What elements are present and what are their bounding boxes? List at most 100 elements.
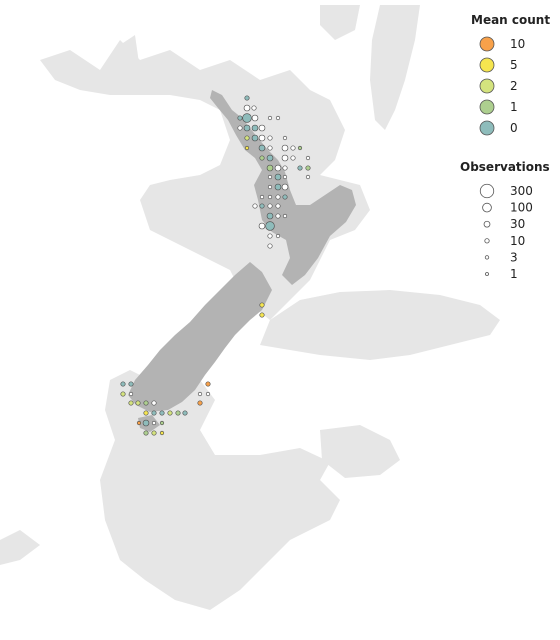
observation-point (305, 165, 311, 171)
observation-point (281, 144, 289, 152)
observation-point (244, 135, 250, 141)
observation-point (259, 203, 265, 209)
observation-point (267, 145, 273, 151)
observation-point (282, 165, 288, 171)
observation-point (142, 419, 150, 427)
shelf-north (40, 40, 370, 320)
observation-point (267, 243, 273, 249)
observation-point (275, 203, 281, 209)
observation-point (297, 165, 303, 171)
observation-point (159, 420, 165, 426)
legend-color-swatch (479, 120, 495, 136)
observation-point (251, 134, 259, 142)
legend-size-swatch (484, 238, 490, 244)
observation-point (267, 194, 273, 200)
legend-size-label: 3 (510, 250, 518, 264)
observation-point (282, 174, 288, 180)
observation-point (267, 135, 273, 141)
legend-size-label: 1 (510, 267, 518, 281)
observation-point (305, 174, 311, 180)
observation-point (275, 115, 281, 121)
legend-size-label: 300 (510, 184, 533, 198)
observation-point (244, 95, 250, 101)
shelf-far-north (320, 5, 360, 40)
observation-point (266, 164, 274, 172)
shelf-south (100, 370, 340, 610)
observation-point (281, 154, 289, 162)
observation-point (167, 410, 173, 416)
observation-point (135, 400, 141, 406)
observation-point (151, 420, 157, 426)
observation-point (251, 105, 257, 111)
observation-point (243, 124, 251, 132)
observation-point (258, 222, 266, 230)
legend-color-swatch (479, 57, 495, 73)
observation-point (275, 213, 281, 219)
observation-point (267, 203, 273, 209)
observation-point (205, 391, 211, 397)
observation-point (267, 184, 273, 190)
legend-size-swatch (485, 272, 489, 276)
observation-point (274, 183, 282, 191)
observation-point (151, 400, 157, 406)
observation-points (120, 95, 311, 436)
observation-point (242, 113, 252, 123)
legend-size-swatch (483, 220, 491, 228)
observation-point (136, 420, 142, 426)
observation-point (120, 391, 126, 397)
observation-point (259, 194, 265, 200)
observation-point (274, 164, 282, 172)
legend-observations-title: Observations (460, 160, 550, 174)
observation-point (197, 400, 203, 406)
legend-observations: Observations 300 100 30 10 3 1 (460, 160, 550, 281)
observation-point (251, 114, 259, 122)
observation-point (143, 400, 149, 406)
observation-point (267, 233, 273, 239)
observation-point (182, 410, 188, 416)
legend-color-label: 5 (510, 58, 518, 72)
south-island (128, 262, 272, 412)
legend-color-label: 2 (510, 79, 518, 93)
legend-size-label: 30 (510, 217, 525, 231)
continental-shelf (0, 5, 500, 610)
observation-point (120, 381, 126, 387)
observation-point (258, 134, 266, 142)
observation-point (275, 233, 281, 239)
observation-point (159, 410, 165, 416)
legend-color-label: 0 (510, 121, 518, 135)
shelf-chatham-rise (260, 290, 500, 360)
observation-point (205, 381, 211, 387)
observation-point (244, 145, 250, 151)
observation-point (305, 155, 311, 161)
observation-point (237, 115, 243, 121)
observation-point (266, 212, 274, 220)
observation-point (159, 430, 165, 436)
observation-point (275, 194, 281, 200)
legend-color-label: 1 (510, 100, 518, 114)
shelf-southwest (0, 530, 40, 565)
observation-point (258, 144, 266, 152)
observation-point (243, 104, 251, 112)
observation-point (259, 312, 265, 318)
observation-point (258, 124, 266, 132)
observation-point (151, 430, 157, 436)
observation-point (281, 183, 289, 191)
observation-point (282, 194, 288, 200)
legend-color-swatch (479, 36, 495, 52)
observation-point (265, 221, 275, 231)
observation-point (252, 203, 258, 209)
observation-point (237, 125, 243, 131)
observation-point (290, 155, 296, 161)
observation-point (143, 430, 149, 436)
observation-point (175, 410, 181, 416)
observation-point (128, 391, 134, 397)
legend-size-swatch (479, 183, 495, 199)
observation-point (297, 145, 303, 151)
shelf-campbell (320, 425, 400, 478)
observation-point (128, 400, 134, 406)
observation-point (266, 154, 274, 162)
observation-point (259, 155, 265, 161)
observation-point (128, 381, 134, 387)
